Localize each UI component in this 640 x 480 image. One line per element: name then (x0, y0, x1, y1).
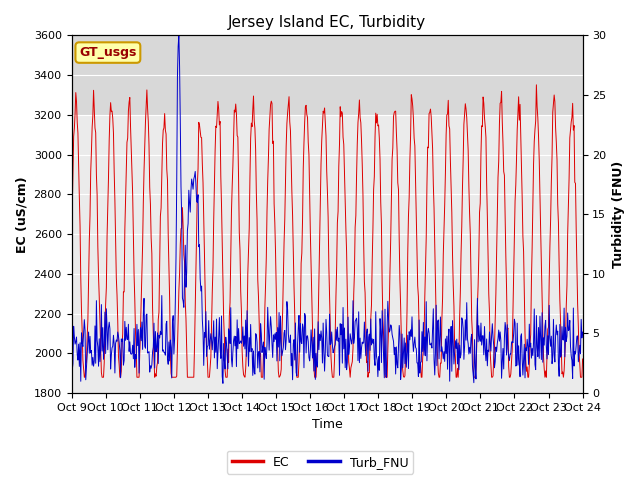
EC (209, 264, 217, 270)
Line: Turb_FNU: Turb_FNU (72, 36, 582, 384)
Title: Jersey Island EC, Turbidity: Jersey Island EC, Turbidity (228, 15, 426, 30)
Turb_FNU (405, 329, 413, 335)
EC (390, 113, 397, 119)
EC (68, 237, 76, 243)
Turb_FNU (579, 329, 586, 335)
Legend: EC, Turb_FNU: EC, Turb_FNU (227, 451, 413, 474)
Y-axis label: Turbidity (FNU): Turbidity (FNU) (612, 161, 625, 268)
Turb_FNU (175, 33, 182, 38)
Y-axis label: EC (uS/cm): EC (uS/cm) (15, 176, 28, 252)
Turb_FNU (68, 332, 76, 338)
Turb_FNU (129, 356, 137, 361)
EC (130, 272, 138, 277)
Line: EC: EC (72, 85, 582, 377)
EC (404, 214, 412, 219)
Turb_FNU (182, 284, 190, 290)
Turb_FNU (219, 381, 227, 386)
EC (182, 316, 190, 322)
Turb_FNU (209, 335, 217, 340)
EC (81, 374, 88, 380)
Text: GT_usgs: GT_usgs (79, 46, 136, 59)
EC (579, 356, 586, 362)
EC (77, 275, 84, 281)
X-axis label: Time: Time (312, 419, 342, 432)
Bar (72, 36, 582, 115)
EC (532, 82, 540, 88)
Turb_FNU (77, 378, 84, 384)
Turb_FNU (390, 352, 398, 358)
